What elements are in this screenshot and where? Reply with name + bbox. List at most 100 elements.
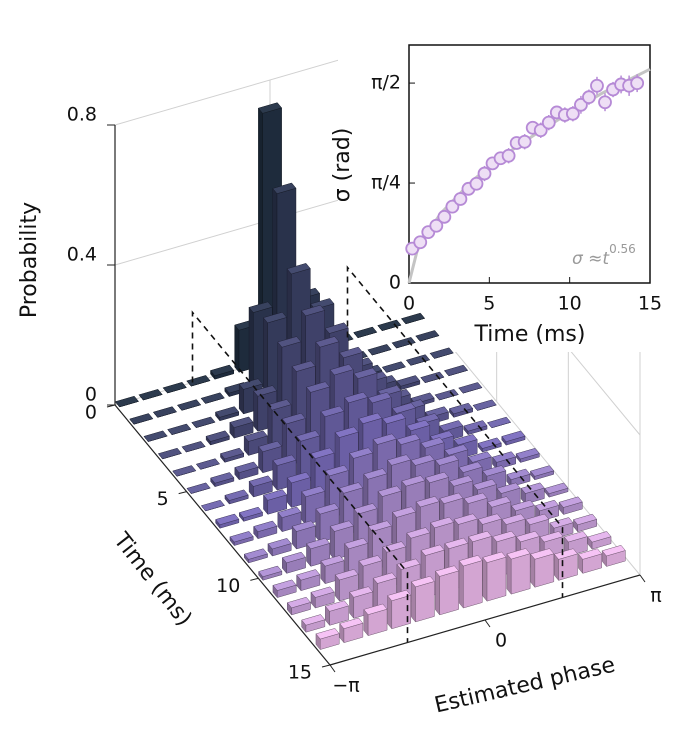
bar-top: [520, 482, 545, 494]
z-tick-label: 0.4: [67, 244, 97, 266]
bar-side: [482, 556, 488, 602]
bar-top: [200, 499, 225, 512]
bar-top: [525, 513, 550, 525]
bar: [167, 423, 192, 435]
bar-top: [300, 304, 326, 317]
bar-top: [530, 465, 555, 477]
bar-top: [281, 412, 306, 425]
bar-side: [267, 404, 273, 450]
fit-annotation: σ ≈t0.56: [572, 242, 636, 270]
bar-top: [510, 499, 535, 512]
bar-top: [329, 520, 354, 532]
bar-top: [396, 433, 421, 445]
bar: [200, 499, 225, 512]
bar-top: [181, 441, 206, 453]
y-tick-label: π/4: [371, 172, 401, 194]
bar: [138, 389, 163, 401]
bar-top: [324, 600, 349, 612]
grid-line: [424, 314, 641, 576]
bar-top: [506, 468, 531, 480]
bar-top: [501, 513, 526, 525]
time-axis: [114, 404, 331, 666]
bar-top: [420, 371, 445, 383]
bar-top: [191, 416, 216, 428]
bar-top: [310, 447, 335, 459]
point: [501, 148, 516, 163]
bar: [381, 361, 406, 373]
y-tick-label: 0: [389, 272, 401, 294]
point: [517, 134, 532, 149]
bar-top: [482, 551, 507, 563]
bar-side: [530, 553, 536, 588]
bar: [195, 458, 220, 470]
bar: [286, 596, 311, 616]
bar-top: [277, 336, 302, 348]
phase-axis-title: Estimated phase: [432, 653, 617, 719]
bar-top: [439, 420, 464, 432]
bar: [186, 375, 211, 387]
bar-top: [353, 503, 378, 515]
bar-top: [258, 440, 283, 453]
bar: [306, 537, 331, 568]
bar-top: [391, 402, 416, 414]
z-tick-label: 0: [85, 384, 97, 406]
bar-top: [496, 482, 521, 494]
bar-top: [415, 496, 440, 508]
bar-top: [243, 548, 268, 560]
bar-top: [482, 465, 507, 477]
bar: [458, 555, 483, 609]
bar-top: [234, 461, 259, 473]
bar-top: [205, 430, 230, 442]
bar: [210, 472, 235, 488]
bar-top: [377, 319, 402, 331]
bar-top: [549, 517, 574, 529]
bar: [506, 468, 531, 488]
bar: [220, 447, 245, 464]
bar-top: [424, 471, 450, 484]
bar: [515, 447, 540, 464]
bar: [492, 451, 517, 471]
bar: [396, 375, 421, 391]
bar-top: [258, 565, 283, 578]
bar-top: [143, 430, 168, 442]
bar-top: [320, 405, 345, 418]
time-tick: [250, 577, 259, 581]
bar-top: [315, 628, 340, 640]
time-tick-label: 5: [157, 488, 169, 510]
bar: [243, 548, 268, 564]
bar: [587, 531, 612, 550]
bar-top: [553, 548, 578, 560]
bar-top: [381, 361, 406, 373]
point: [598, 95, 612, 110]
bar-top: [406, 527, 431, 539]
bar-top: [353, 326, 378, 338]
guide-line: [346, 265, 564, 598]
bar: [482, 551, 507, 602]
time-tick: [106, 404, 116, 408]
bar-top: [172, 465, 197, 477]
bar-top: [339, 617, 364, 629]
bar-front: [510, 553, 531, 595]
time-tick: [321, 664, 331, 668]
bar: [410, 575, 435, 623]
bar-top: [315, 503, 340, 515]
bar-top: [262, 311, 288, 324]
bar: [377, 319, 402, 331]
annotation-exponent: 0.56: [609, 242, 636, 256]
bar: [363, 603, 388, 637]
bar-top: [334, 569, 359, 581]
time-tick-label: 10: [216, 575, 240, 597]
bar: [191, 416, 216, 428]
bar-top: [324, 464, 349, 477]
bar-top: [358, 555, 383, 567]
bar-top: [267, 399, 292, 411]
point: [413, 235, 428, 250]
bar-top: [463, 420, 488, 432]
point: [469, 176, 484, 191]
x-tick-label: 0: [403, 293, 415, 315]
bar-top: [229, 531, 254, 543]
bar: [553, 548, 578, 582]
bar: [472, 399, 497, 411]
bar-side: [253, 390, 259, 432]
bar-top: [410, 454, 435, 466]
